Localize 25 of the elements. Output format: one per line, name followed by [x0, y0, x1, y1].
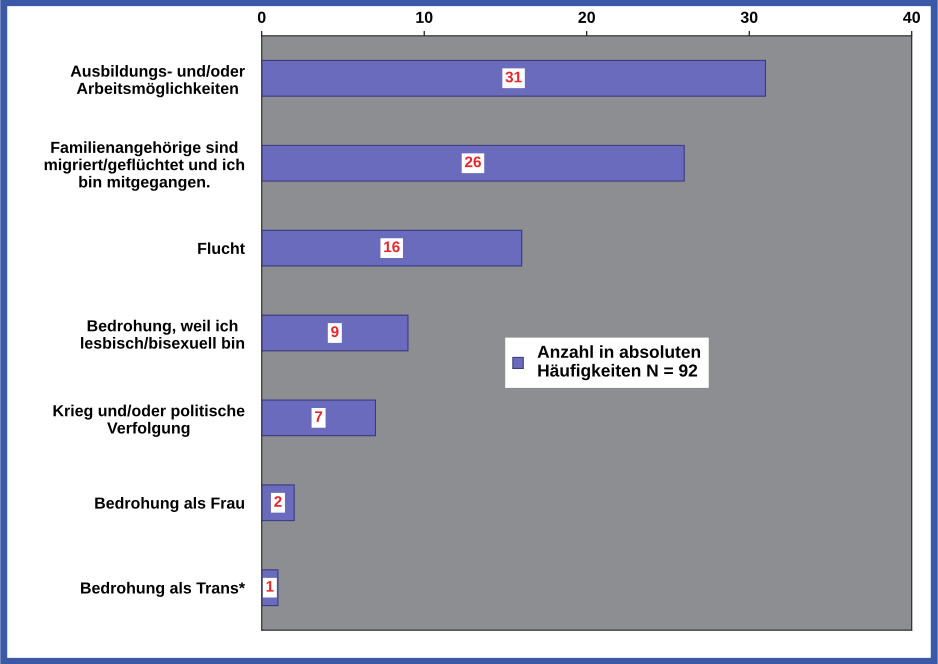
data-label: 1: [266, 581, 274, 592]
y-tick-label: Krieg und/oder politische Verfolgung: [54, 404, 245, 437]
data-label: 9: [331, 326, 339, 338]
bar: [262, 60, 766, 97]
y-tick-label: Ausbildungs- und/oder Arbeitsmöglichkeiten: [70, 65, 245, 98]
x-tick-label: 0: [258, 12, 266, 23]
data-label: 31: [505, 72, 522, 82]
y-tick-label: Bedrohung als Frau: [95, 497, 244, 512]
y-tick-label: Bedrohung, weil ich lesbisch/bisexuell bin: [81, 320, 244, 349]
x-tick-label: 40: [903, 12, 920, 23]
y-tick-label: Bedrohung als Trans*: [81, 582, 246, 597]
bar: [262, 400, 376, 436]
x-tick-label: 20: [578, 12, 595, 23]
legend-label: Anzahl in absoluten Häufigkeiten N = 92: [538, 345, 700, 380]
x-tick-label: 10: [416, 12, 432, 23]
bar: [262, 314, 409, 352]
data-label: 16: [384, 241, 400, 252]
data-label: 26: [464, 156, 481, 168]
data-label: 2: [274, 496, 282, 507]
bar: [262, 230, 522, 266]
data-label: 7: [314, 411, 322, 422]
bar: [262, 144, 685, 182]
y-tick-label: Familienangehörige sind migriert/geflüchtet und ich bin mitgegangen.: [44, 141, 244, 191]
x-tick-label: 30: [740, 12, 758, 23]
y-tick-label: Flucht: [198, 242, 245, 254]
